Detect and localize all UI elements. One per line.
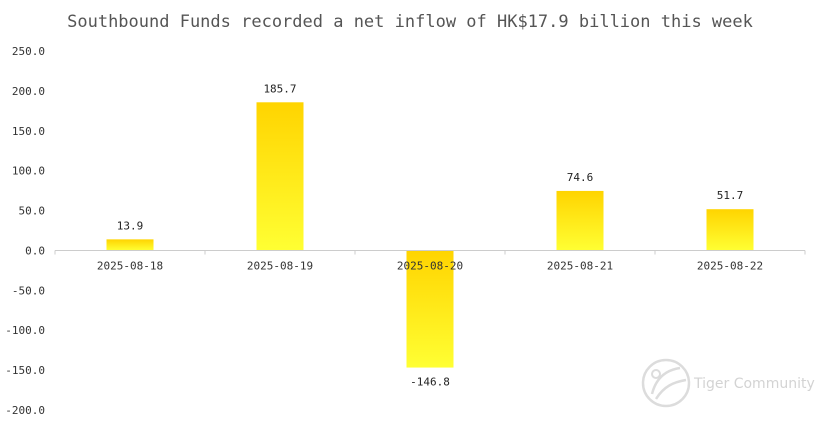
y-tick-label: -50.0 [12, 284, 45, 297]
bar-2025-08-22 [706, 209, 754, 251]
x-tick-label: 2025-08-19 [247, 259, 313, 272]
data-label: 13.9 [117, 219, 144, 232]
bar-2025-08-21 [556, 190, 604, 251]
y-axis-ticks: 250.0 200.0 150.0 100.0 50.0 0.0 -50.0 -100.0 -1… [5, 45, 45, 417]
y-tick-label: 100.0 [12, 165, 45, 178]
watermark: Tiger Community [641, 358, 815, 408]
tiger-logo-icon [641, 358, 691, 408]
chart-title: Southbound Funds recorded a net inflow o… [67, 12, 753, 32]
data-label: 51.7 [717, 189, 744, 202]
y-tick-label: 50.0 [19, 205, 46, 218]
data-label: -146.8 [410, 376, 450, 389]
bar-series [106, 102, 754, 368]
data-label: 74.6 [567, 171, 594, 184]
x-tick-label: 2025-08-18 [97, 259, 163, 272]
x-tick-label: 2025-08-20 [397, 259, 463, 272]
y-tick-label: -150.0 [5, 364, 45, 377]
x-tick-label: 2025-08-22 [697, 259, 763, 272]
x-axis-ticks: 2025-08-18 2025-08-19 2025-08-20 2025-08-21… [54, 250, 806, 272]
x-tick-label: 2025-08-21 [547, 259, 613, 272]
y-tick-label: 0.0 [25, 244, 45, 257]
data-label: 185.7 [263, 82, 296, 95]
y-tick-label: -200.0 [5, 404, 45, 417]
bar-2025-08-18 [106, 239, 154, 251]
y-tick-label: 250.0 [12, 45, 45, 58]
y-tick-label: 150.0 [12, 125, 45, 138]
watermark-text: Tiger Community [693, 376, 815, 392]
y-tick-label: -100.0 [5, 324, 45, 337]
bar-2025-08-19 [256, 102, 304, 251]
bar-2025-08-20 [406, 250, 454, 368]
data-labels: 13.9 185.7 -146.8 74.6 51.7 [117, 82, 744, 388]
y-tick-label: 200.0 [12, 85, 45, 98]
